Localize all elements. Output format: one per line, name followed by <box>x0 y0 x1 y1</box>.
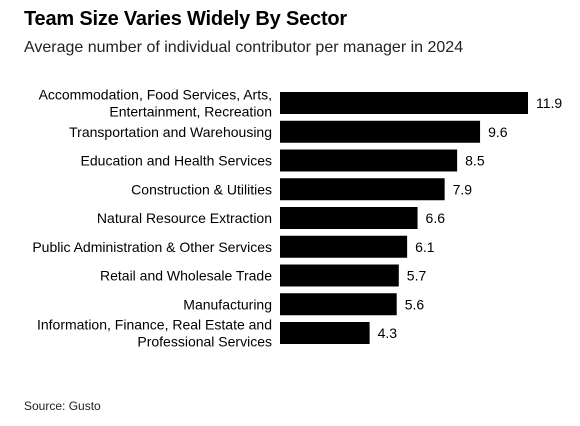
category-label-3: Construction & Utilities <box>131 181 272 197</box>
bar-1 <box>280 120 481 143</box>
bar-2 <box>280 149 458 172</box>
category-label-line: Information, Finance, Real Estate and <box>37 317 272 333</box>
category-label-line: Natural Resource Extraction <box>97 210 272 226</box>
category-label-7: Manufacturing <box>183 296 272 312</box>
bar-8 <box>280 322 370 344</box>
category-label-8: Information, Finance, Real Estate and Pro… <box>37 317 272 350</box>
value-label-2: 8.5 <box>465 153 485 169</box>
category-label-4: Natural Resource Extraction <box>97 210 272 226</box>
bar-7 <box>280 293 397 316</box>
category-label-2: Education and Health Services <box>81 153 272 169</box>
bar-6 <box>280 264 399 287</box>
source-note: Source: Gusto <box>24 399 101 413</box>
value-label-0: 11.9 <box>536 95 562 111</box>
category-label-line: Transportation and Warehousing <box>69 124 272 140</box>
bar-5 <box>280 235 408 258</box>
category-label-line: Retail and Wholesale Trade <box>100 268 272 284</box>
category-label-line: Accommodation, Food Services, Arts, <box>39 87 272 103</box>
category-label-line: Education and Health Services <box>81 153 272 169</box>
category-label-line: Manufacturing <box>183 296 272 312</box>
value-label-7: 5.6 <box>405 296 425 312</box>
category-label-0: Accommodation, Food Services, Arts, Enter… <box>39 87 272 120</box>
bar-3 <box>280 178 445 201</box>
chart-title: Team Size Varies Widely By Sector <box>24 8 347 30</box>
category-label-1: Transportation and Warehousing <box>69 124 272 140</box>
bar-0 <box>280 92 528 114</box>
category-label-line: Public Administration & Other Services <box>32 239 272 255</box>
category-label-5: Public Administration & Other Services <box>32 239 272 255</box>
category-label-6: Retail and Wholesale Trade <box>100 268 272 284</box>
category-label-line: Entertainment, Recreation <box>109 104 272 120</box>
value-label-3: 7.9 <box>453 181 473 197</box>
category-label-line: Professional Services <box>137 334 272 350</box>
bar-4 <box>280 207 418 229</box>
value-label-1: 9.6 <box>488 124 508 140</box>
value-label-5: 6.1 <box>415 239 435 255</box>
value-label-4: 6.6 <box>426 210 446 226</box>
category-label-line: Construction & Utilities <box>131 181 272 197</box>
value-label-8: 4.3 <box>378 325 398 341</box>
value-label-6: 5.7 <box>407 268 427 284</box>
chart-subtitle: Average number of individual contributor… <box>24 39 464 56</box>
